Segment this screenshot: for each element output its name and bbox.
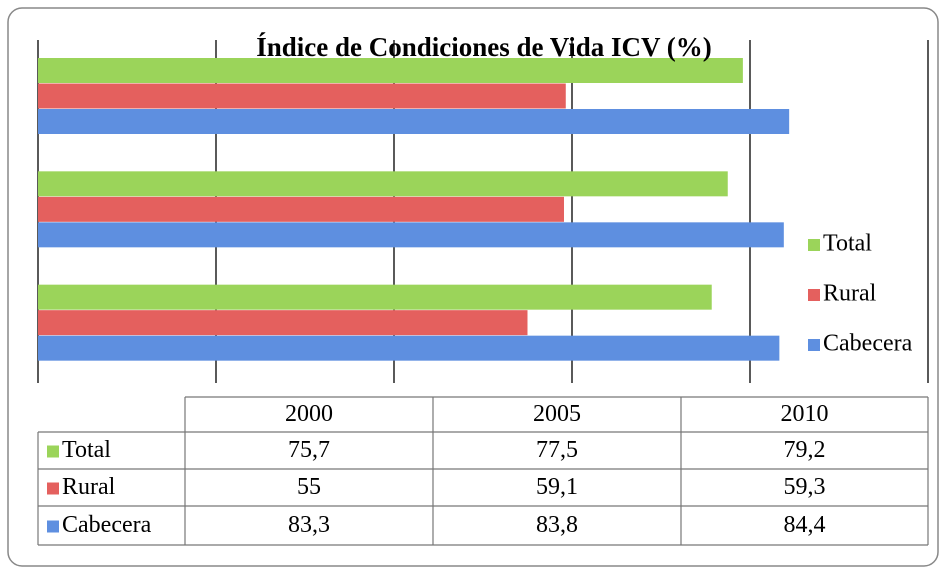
table-cell: 83,3: [288, 512, 330, 538]
table-header: 2000: [285, 401, 333, 427]
table-swatch: [47, 445, 59, 458]
legend-label: Rural: [823, 281, 877, 307]
table-cell: 59,1: [536, 474, 578, 500]
table-cell: 55: [297, 474, 321, 500]
bar: [38, 335, 780, 361]
legend-swatch: [808, 339, 820, 351]
legend-label: Cabecera: [823, 331, 913, 357]
legend-swatch: [808, 239, 820, 251]
table-cell: 79,2: [784, 437, 826, 463]
table-swatch: [47, 520, 59, 533]
bar: [38, 171, 728, 197]
table-header: 2005: [533, 401, 581, 427]
legend-swatch: [808, 289, 820, 301]
table-cell: 84,4: [784, 512, 826, 538]
legend-label: Total: [823, 231, 872, 257]
bar: [38, 196, 564, 222]
table-swatch: [47, 482, 59, 495]
table-cell: 59,3: [784, 474, 826, 500]
bar: [38, 310, 528, 336]
table-row-label: Rural: [62, 474, 116, 500]
table-cell: 75,7: [288, 437, 330, 463]
table-header: 2010: [781, 401, 829, 427]
bar: [38, 58, 743, 83]
table-row-label: Cabecera: [62, 512, 152, 538]
table-cell: 77,5: [536, 437, 578, 463]
bar: [38, 109, 790, 134]
bar: [38, 83, 566, 109]
table-cell: 83,8: [536, 512, 578, 538]
bar: [38, 222, 784, 248]
bar: [38, 284, 712, 310]
table-row-label: Total: [62, 437, 111, 463]
chart-title: Índice de Condiciones de Vida ICV (%): [256, 32, 712, 62]
